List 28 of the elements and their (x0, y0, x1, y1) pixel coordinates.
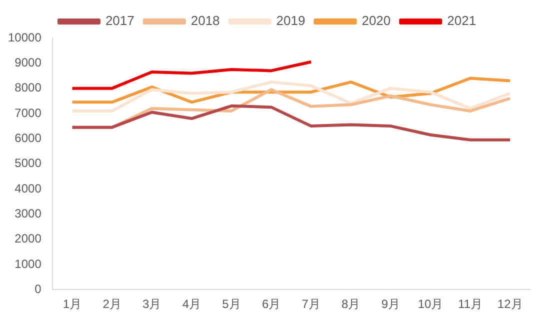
y-tick-label: 4000 (14, 181, 42, 196)
y-tick-label: 5000 (14, 156, 42, 170)
x-tick-label: 11月 (458, 297, 483, 312)
legend-label: 2017 (105, 13, 134, 28)
legend-label: 2021 (447, 13, 476, 28)
x-tick-label: 12月 (497, 297, 523, 312)
x-tick-label: 8月 (342, 297, 360, 312)
y-tick-label: 3000 (14, 206, 42, 220)
x-tick-label: 2月 (102, 297, 122, 312)
legend-label: 2019 (276, 13, 306, 28)
x-tick-label: 3月 (142, 297, 162, 312)
y-tick-label: 1000 (14, 256, 42, 271)
y-tick-label: 2000 (14, 232, 42, 246)
x-tick-label: 5月 (222, 297, 241, 312)
x-tick-label: 10月 (418, 297, 444, 312)
y-tick-label: 7000 (14, 106, 42, 120)
y-tick-label: 8000 (14, 80, 42, 95)
x-tick-label: 7月 (302, 297, 320, 312)
x-tick-label: 9月 (381, 297, 400, 312)
y-tick-label: 6000 (14, 130, 42, 145)
legend-label: 2020 (362, 13, 391, 28)
legend-label: 2018 (190, 13, 220, 28)
x-tick-label: 4月 (182, 297, 202, 312)
y-tick-label: 0 (34, 282, 42, 296)
x-tick-label: 6月 (262, 297, 281, 312)
x-tick-label: 1月 (62, 297, 82, 312)
y-tick-label: 10000 (8, 30, 42, 44)
y-tick-label: 9000 (14, 55, 42, 70)
